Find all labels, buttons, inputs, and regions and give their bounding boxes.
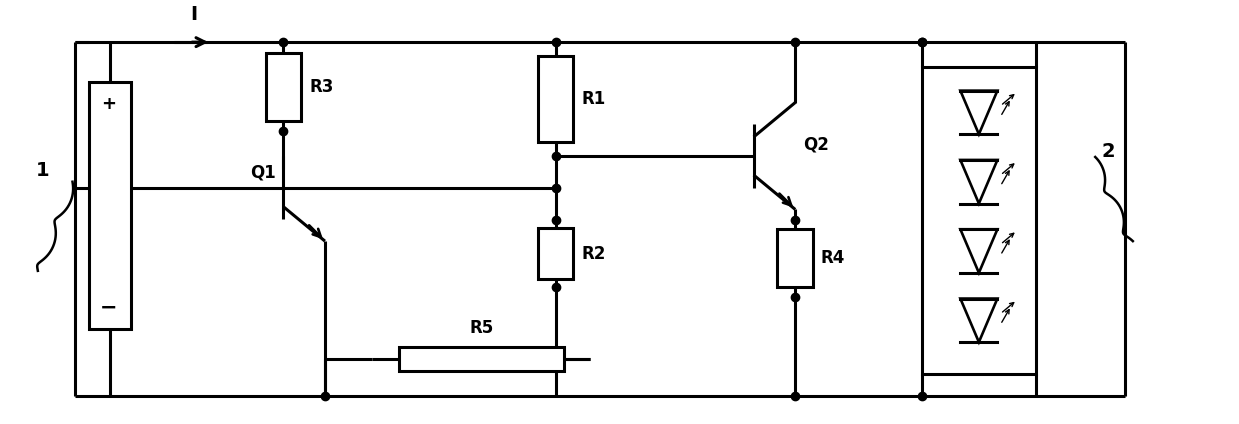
Bar — [538, 228, 574, 279]
Bar — [922, 67, 1036, 374]
Text: R2: R2 — [581, 245, 606, 262]
Text: 2: 2 — [1101, 142, 1115, 161]
Bar — [777, 229, 813, 287]
Text: I: I — [191, 6, 198, 24]
Bar — [399, 347, 564, 371]
Bar — [89, 82, 131, 329]
Text: 1: 1 — [36, 162, 50, 180]
Text: Q2: Q2 — [803, 135, 829, 153]
Text: R3: R3 — [309, 78, 333, 96]
Text: R4: R4 — [821, 249, 845, 268]
Bar — [265, 53, 301, 120]
Bar — [538, 56, 574, 142]
Text: Q1: Q1 — [250, 164, 275, 182]
Text: R1: R1 — [581, 90, 606, 108]
Text: −: − — [99, 298, 116, 318]
Text: R5: R5 — [470, 319, 493, 337]
Text: +: + — [100, 95, 115, 112]
